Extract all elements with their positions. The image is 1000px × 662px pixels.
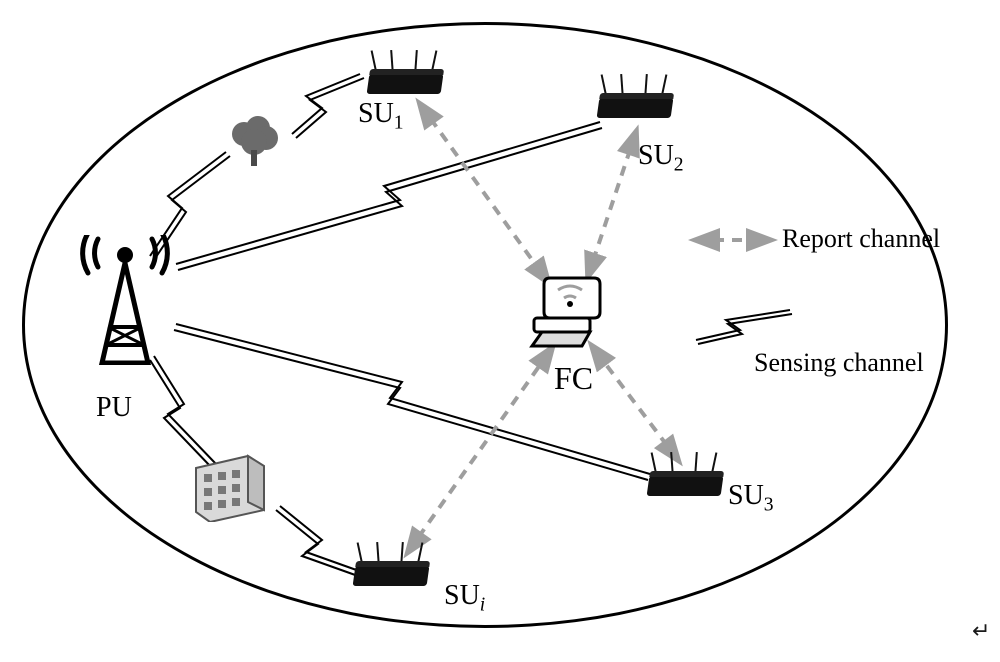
- su1-label: SU1: [358, 98, 404, 135]
- pu-label: PU: [96, 392, 132, 424]
- su1-subscript: 1: [394, 113, 404, 134]
- legend-report-label: Report channel: [782, 224, 940, 254]
- fc-label: FC: [554, 360, 593, 397]
- pu-tower-icon: [80, 235, 170, 365]
- su2-subscript: 2: [674, 155, 684, 176]
- sui-router-icon: [346, 540, 436, 588]
- fc-computer-icon: [528, 272, 608, 352]
- sui-label: SUi: [444, 580, 485, 617]
- sui-subscript: i: [480, 595, 485, 616]
- su1-router-icon: [360, 48, 450, 96]
- su3-label: SU3: [728, 480, 774, 517]
- tree-icon: [226, 112, 282, 168]
- su2-router-icon: [590, 72, 680, 120]
- su3-router-icon: [640, 450, 730, 498]
- legend-sensing-label: Sensing channel: [754, 348, 924, 378]
- legend-sensing-line: [696, 310, 792, 344]
- su3-subscript: 3: [764, 495, 774, 516]
- diagram-canvas: PU SU1 SU2: [0, 0, 1000, 662]
- su2-label: SU2: [638, 140, 684, 177]
- building-icon: [190, 450, 270, 522]
- return-glyph: ↵: [972, 618, 990, 644]
